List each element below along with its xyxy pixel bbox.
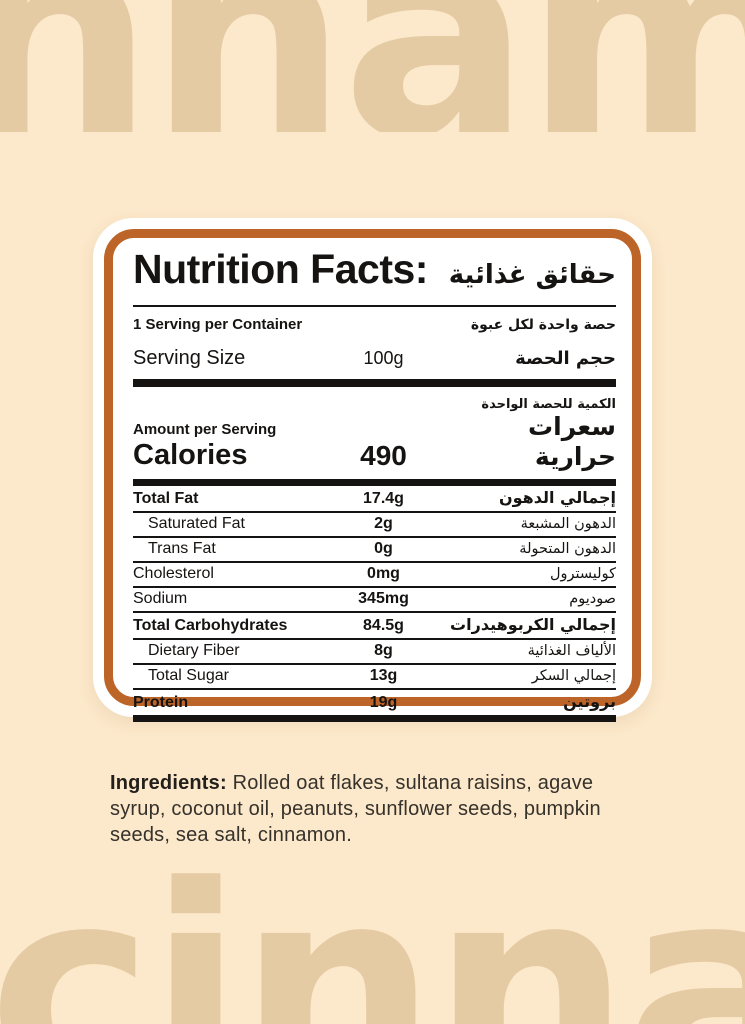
calories-left-column: Amount per Serving Calories [133, 421, 310, 472]
nutrient-name-en: Total Carbohydrates [133, 617, 288, 635]
background-word-bottom: cinna [0, 858, 745, 1024]
nutrition-facts-card: Nutrition Facts: حقائق غذائية 1 Serving … [93, 218, 652, 723]
nutrient-name-ar: صوديوم [569, 591, 616, 608]
nutrient-name-en: Saturated Fat [148, 515, 245, 533]
calories-row: Amount per Serving Calories 490 الكمية ل… [133, 397, 616, 472]
nutrient-row-cholesterol: Cholesterol 0mg كوليسترول [133, 563, 616, 589]
serving-per-container-row: 1 Serving per Container حصة واحدة لكل عب… [133, 316, 616, 333]
title-arabic: حقائق غذائية [448, 260, 616, 291]
nutrient-name-ar: الألياف الغذائية [527, 643, 616, 660]
calories-arabic: سعرات حرارية [528, 412, 616, 472]
card-orange-border [104, 229, 641, 706]
nutrient-value: 13g [369, 667, 398, 685]
nutrient-value: 2g [374, 515, 393, 533]
table-bottom-bar [133, 715, 616, 723]
nutrient-row-saturated-fat: Saturated Fat 2g الدهون المشبعة [133, 513, 616, 539]
nutrient-value: 0mg [367, 565, 400, 583]
nutrient-value: 17.4g [363, 490, 404, 508]
serving-size-english: Serving Size [133, 347, 246, 370]
nutrient-value: 8g [374, 642, 393, 660]
amount-per-serving-arabic: الكمية للحصة الواحدة [481, 397, 616, 413]
nutrient-row-trans-fat: Trans Fat 0g الدهون المتحولة [133, 538, 616, 564]
nutrient-value: 19g [369, 694, 398, 712]
nutrient-name-ar: إجمالي الدهون [498, 488, 616, 508]
nutrient-value: 345mg [358, 590, 409, 608]
nutrient-name-en: Trans Fat [148, 540, 216, 558]
ingredients-label: Ingredients: [110, 772, 227, 794]
nutrient-name-ar: كوليسترول [549, 566, 616, 583]
nutrient-row-total-sugar: Total Sugar 13g إجمالي السكر [133, 665, 616, 691]
calories-divider-bar [133, 479, 616, 487]
nutrient-row-total-carbohydrates: Total Carbohydrates 84.5g إجمالي الكربوه… [133, 613, 616, 641]
serving-size-divider-bar [133, 379, 616, 388]
serving-size-value: 100g [363, 348, 404, 369]
serving-size-row: Serving Size 100g حجم الحصة [133, 347, 616, 370]
nutrient-name-ar: الدهون المتحولة [519, 541, 616, 558]
nutrients-table: Total Fat 17.4g إجمالي الدهون Saturated … [133, 486, 616, 715]
background-word-top-band: nnamo [0, 0, 745, 132]
calories-english: Calories [133, 439, 248, 472]
nutrient-name-ar: بروتين [563, 692, 616, 712]
card-content: Nutrition Facts: حقائق غذائية 1 Serving … [133, 246, 616, 723]
header-divider [133, 305, 616, 308]
title-english: Nutrition Facts: [133, 246, 428, 292]
nutrient-name-en: Protein [133, 694, 189, 712]
nutrient-name-en: Cholesterol [133, 565, 214, 583]
calories-right-column: الكمية للحصة الواحدة سعرات حرارية [440, 397, 616, 472]
amount-per-serving-english: Amount per Serving [133, 421, 277, 439]
label-header: Nutrition Facts: حقائق غذائية [133, 246, 616, 293]
nutrient-value: 0g [374, 540, 393, 558]
serving-per-container-english: 1 Serving per Container [133, 316, 303, 334]
nutrient-name-en: Total Sugar [148, 667, 229, 685]
nutrient-row-dietary-fiber: Dietary Fiber 8g الألياف الغذائية [133, 640, 616, 666]
nutrient-row-sodium: Sodium 345mg صوديوم [133, 588, 616, 614]
nutrient-name-en: Sodium [133, 590, 188, 608]
nutrient-value: 84.5g [363, 617, 404, 635]
ingredients-text: Rolled oat flakes, sultana raisins, agav… [110, 772, 601, 846]
nutrient-row-total-fat: Total Fat 17.4g إجمالي الدهون [133, 486, 616, 514]
serving-per-container-arabic: حصة واحدة لكل عبوة [470, 317, 616, 334]
nutrient-row-protein: Protein 19g بروتين [133, 690, 616, 715]
nutrient-name-ar: إجمالي الكربوهيدرات [450, 615, 616, 635]
calories-value: 490 [360, 440, 407, 472]
background-word-bottom-band: cinna [0, 858, 745, 1024]
ingredients-paragraph: Ingredients: Rolled oat flakes, sultana … [110, 770, 640, 848]
nutrient-name-ar: الدهون المشبعة [520, 516, 616, 533]
nutrient-name-ar: إجمالي السكر [531, 668, 616, 685]
serving-size-arabic: حجم الحصة [515, 348, 616, 370]
nutrient-name-en: Total Fat [133, 490, 199, 508]
nutrient-name-en: Dietary Fiber [148, 642, 240, 660]
background-word-top: nnamo [0, 0, 745, 132]
